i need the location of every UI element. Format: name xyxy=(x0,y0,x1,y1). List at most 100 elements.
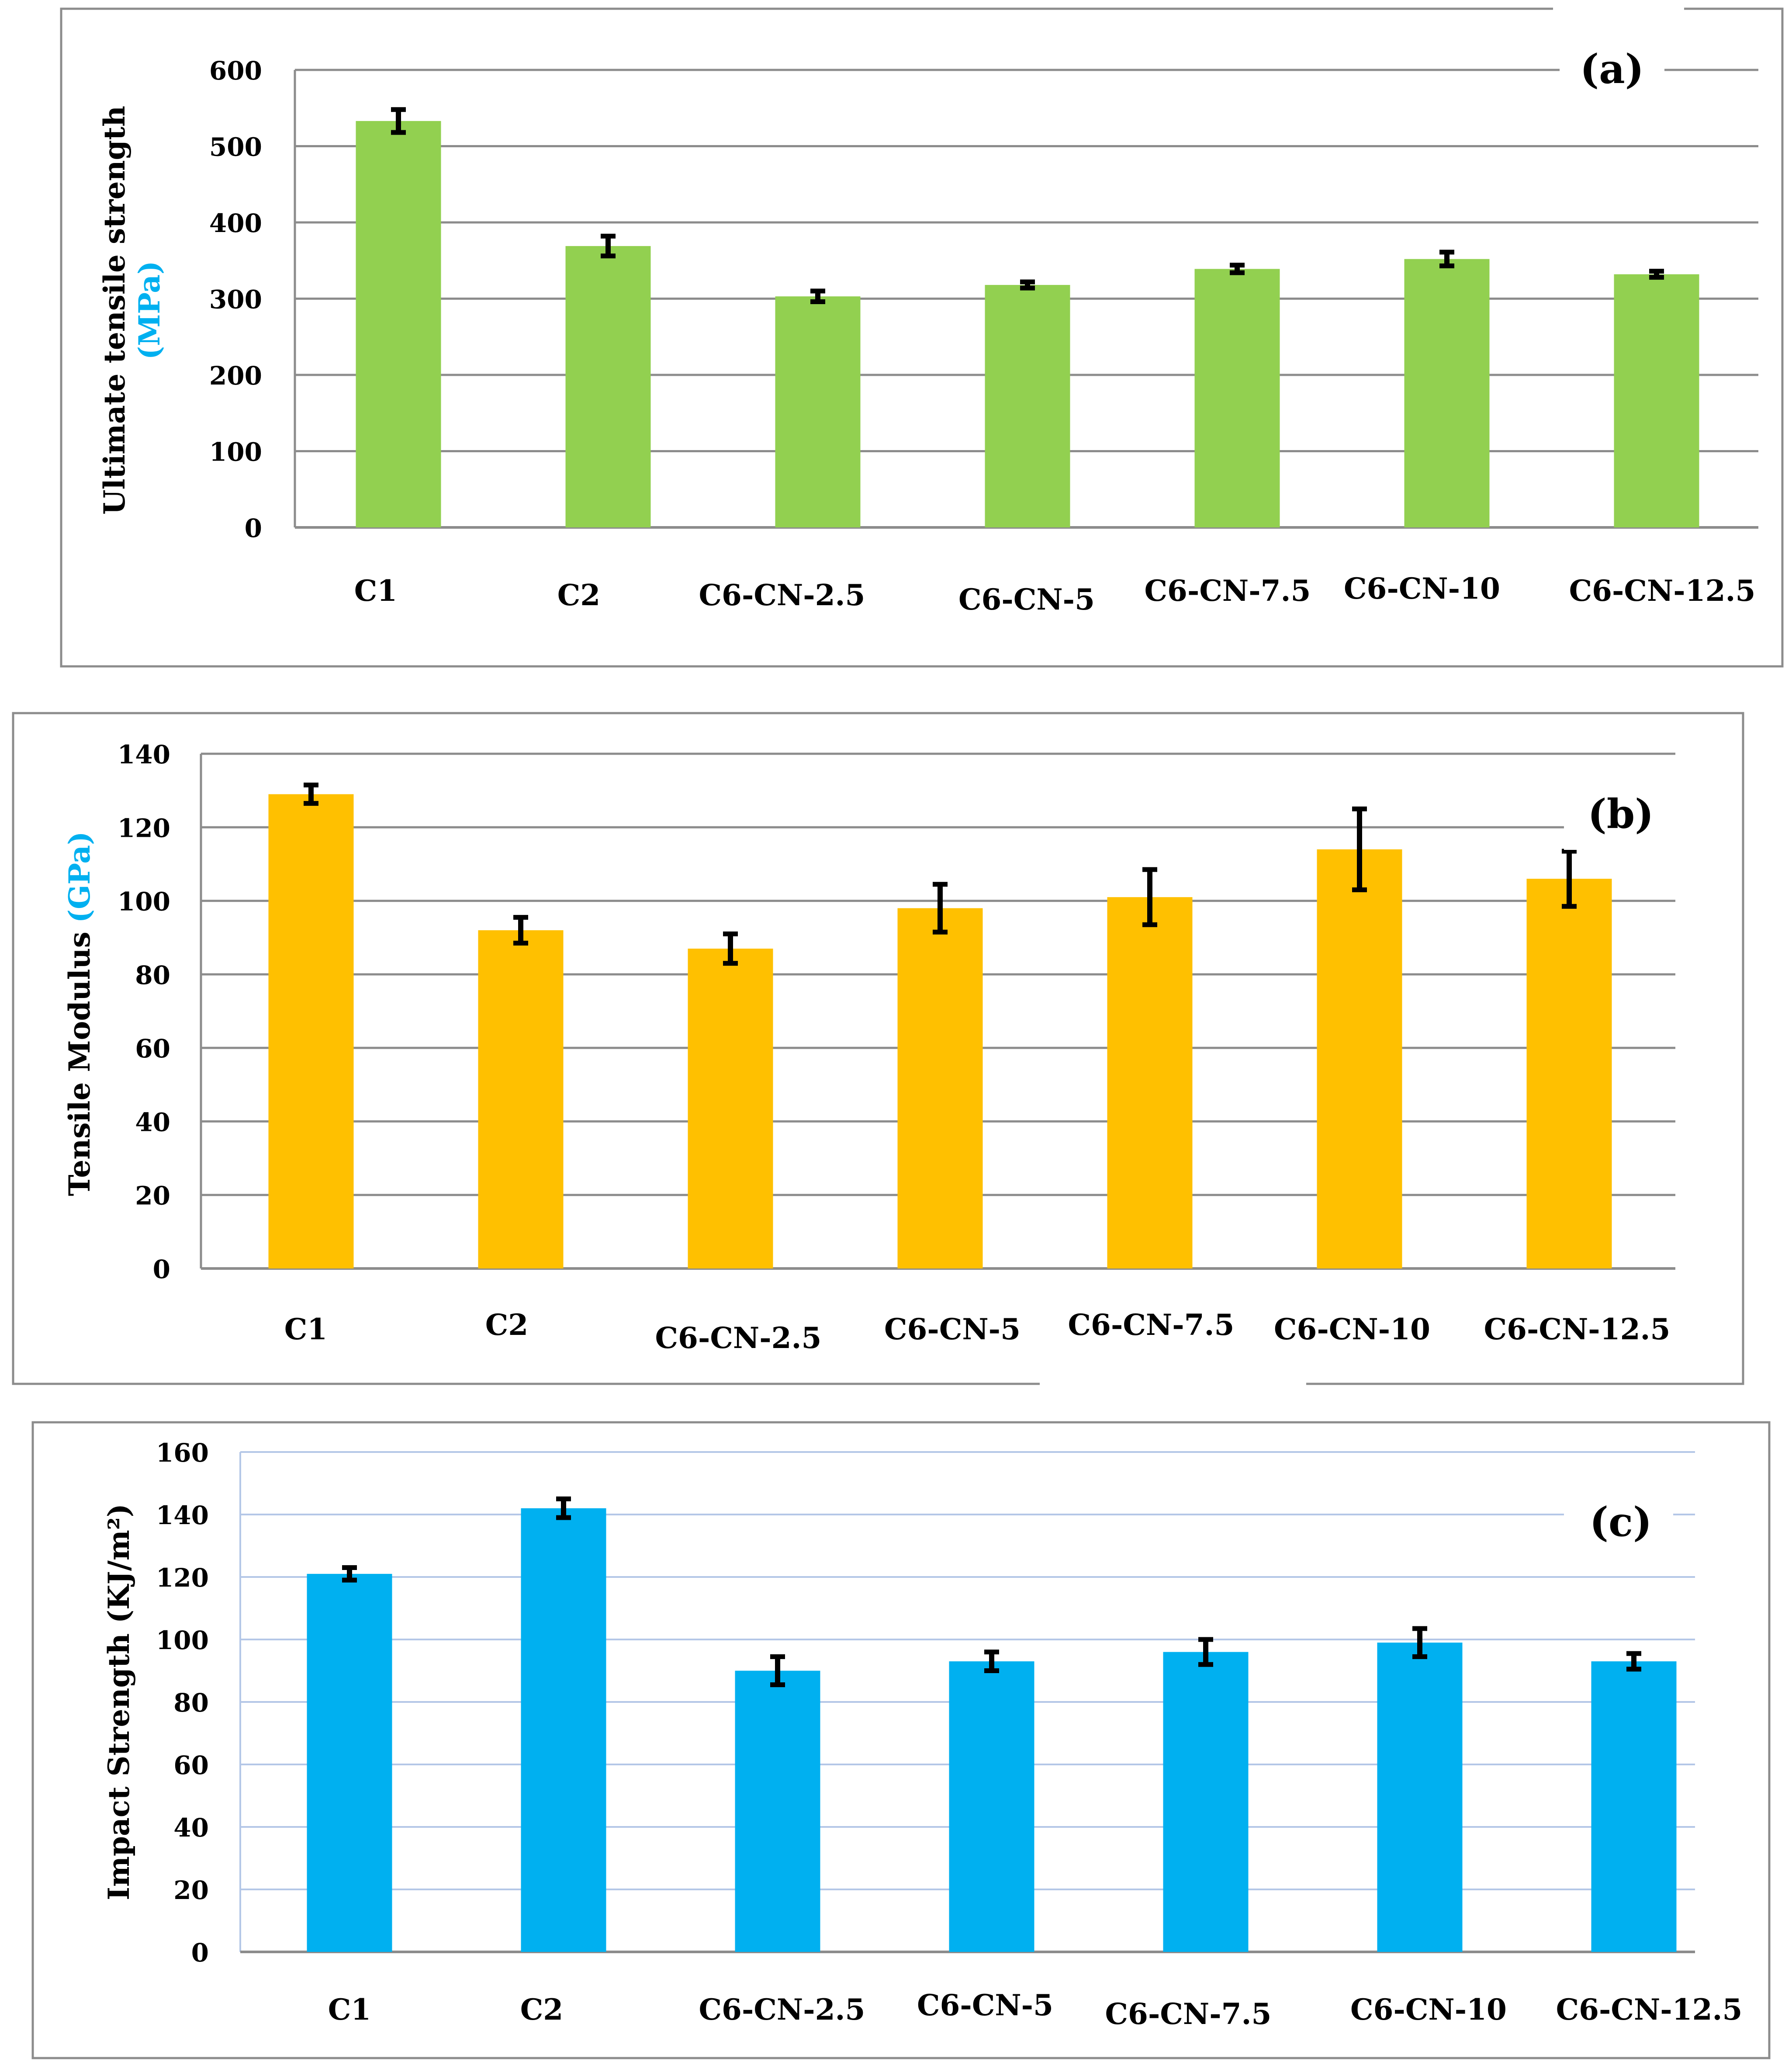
panel-c-category-label: C6-CN-12.5 xyxy=(1556,1993,1743,2027)
panel-c-category-label: C1 xyxy=(328,1993,371,2027)
panel-c-tag-backdrop xyxy=(1564,1486,1673,1564)
panel-b-category-label: C2 xyxy=(485,1308,528,1342)
panel-c-ytick-label: 140 xyxy=(156,1501,209,1530)
panel-b-tag: (b) xyxy=(1588,790,1654,838)
panel-b-ytick-label: 100 xyxy=(118,887,170,917)
panel-c-category-label: C6-CN-10 xyxy=(1350,1993,1507,2027)
panel-c-bar-C1 xyxy=(307,1573,392,1952)
panel-b-tag-backdrop xyxy=(1564,773,1675,850)
panel-b-errorbar-C6-CN-10 xyxy=(1352,806,1367,892)
panel-c-errorbar-C6-CN-10 xyxy=(1412,1626,1427,1659)
panel-b-category-label: C6-CN-5 xyxy=(884,1312,1021,1346)
panel-c-tag: (c) xyxy=(1589,1498,1652,1546)
panel-c-category-label: C6-CN-7.5 xyxy=(1105,1997,1272,2031)
panel-b-frame-gap xyxy=(1040,1376,1306,1392)
panel-a-bar-C6-CN-10 xyxy=(1404,259,1490,527)
panel-a-errorbar-C6-CN-10 xyxy=(1439,250,1454,268)
panel-b-bar-C6-CN-12.5 xyxy=(1526,879,1612,1268)
panel-a-ytick-label: 200 xyxy=(209,361,262,391)
panel-a-ytick-label: 500 xyxy=(209,132,262,162)
panel-a-errorbar-C6-CN-2.5 xyxy=(810,288,825,304)
panel-c-category-label: C2 xyxy=(520,1993,563,2027)
panel-b-ylabel-unit: (GPa) xyxy=(62,832,97,923)
panel-a-ytick-label: 600 xyxy=(209,56,262,86)
panel-b-ytick-label: 0 xyxy=(153,1255,170,1284)
panel-a-frame-gap xyxy=(1553,2,1684,15)
panel-b-errorbar-C1 xyxy=(304,783,318,806)
panel-a-category-label: C2 xyxy=(557,578,600,612)
panel-c-bar-C6-CN-2.5 xyxy=(735,1670,820,1952)
panel-a-bar-C2 xyxy=(565,246,651,527)
panel-a-category-label: C1 xyxy=(354,574,397,608)
panel-a-ylabel: Ultimate tensile strength(MPa) xyxy=(97,106,166,515)
panel-b-category-label: C6-CN-2.5 xyxy=(655,1321,822,1355)
panel-b-frame xyxy=(12,712,1744,1385)
panel-b-errorbar-C2 xyxy=(513,915,528,946)
panel-a-category-label: C6-CN-2.5 xyxy=(699,578,865,612)
panel-b-ytick-label: 40 xyxy=(135,1107,170,1137)
panel-c-bar-C6-CN-12.5 xyxy=(1591,1661,1677,1952)
panel-c-ytick-label: 80 xyxy=(173,1688,209,1718)
panel-b-bar-C6-CN-10 xyxy=(1317,849,1402,1268)
panel-a-errorbar-C2 xyxy=(601,233,616,259)
panel-a-ylabel-main: Ultimate tensile strength xyxy=(97,106,131,515)
panel-b-errorbar-C6-CN-7.5 xyxy=(1142,867,1157,927)
panel-a-tag-backdrop xyxy=(1560,35,1664,107)
panel-c-errorbar-C6-CN-2.5 xyxy=(770,1654,785,1688)
panel-c-errorbar-C2 xyxy=(556,1496,571,1520)
panel-a-bar-C6-CN-7.5 xyxy=(1194,269,1280,527)
panel-a-bar-C6-CN-2.5 xyxy=(775,296,861,527)
panel-a-ytick-label: 0 xyxy=(245,513,262,543)
panel-c-bar-C2 xyxy=(521,1508,606,1952)
panel-b-bar-C6-CN-5 xyxy=(897,908,983,1268)
panel-a-ytick-label: 300 xyxy=(209,285,262,315)
panel-b-bar-C6-CN-2.5 xyxy=(688,948,773,1268)
panel-a-ylabel-unit: (MPa) xyxy=(132,261,166,360)
panel-a-frame xyxy=(60,7,1784,668)
panel-b-ylabel: Tensile Modulus (GPa) xyxy=(62,832,97,1196)
panel-b-bar-C1 xyxy=(268,794,354,1268)
panel-c-ytick-label: 20 xyxy=(173,1875,209,1905)
panel-c-ytick-label: 60 xyxy=(173,1750,209,1780)
panel-b-category-label: C6-CN-7.5 xyxy=(1068,1308,1235,1342)
panel-c-category-label: C6-CN-2.5 xyxy=(699,1993,865,2027)
panel-b-ytick-label: 120 xyxy=(118,813,170,843)
panel-a-tensile-strength: 0 100 200 300 400 500 600 C1 C2 C6-CN-2.5 C6-CN-5… xyxy=(60,2,1784,668)
panel-a-bar-C6-CN-5 xyxy=(985,285,1070,527)
panel-c-ytick-label: 40 xyxy=(173,1813,209,1843)
panel-a-category-label: C6-CN-7.5 xyxy=(1145,574,1311,608)
panel-c-errorbar-C6-CN-12.5 xyxy=(1626,1651,1641,1672)
panel-a-errorbar-C6-CN-5 xyxy=(1020,279,1035,291)
panel-b-ytick-label: 20 xyxy=(135,1181,170,1211)
panel-a-category-label: C6-CN-12.5 xyxy=(1569,574,1756,608)
panel-b-tensile-modulus: 0 20 40 60 80 100 120 140 C1 C2 C6-CN-2.5 C6-CN-5 C… xyxy=(12,712,1744,1392)
panel-b-errorbar-C6-CN-12.5 xyxy=(1562,849,1577,909)
panel-c-ytick-label: 0 xyxy=(191,1938,209,1968)
panel-a-errorbar-C6-CN-12.5 xyxy=(1649,269,1664,280)
panel-c-errorbar-C6-CN-5 xyxy=(984,1650,999,1673)
panel-b-bar-C2 xyxy=(478,930,564,1268)
panel-b-ytick-label: 60 xyxy=(135,1034,170,1064)
panel-a-category-label: C6-CN-5 xyxy=(958,582,1095,617)
panel-b-category-label: C1 xyxy=(284,1312,327,1346)
panel-c-ytick-label: 160 xyxy=(156,1438,209,1468)
panel-b-ytick-label: 140 xyxy=(118,740,170,769)
panel-b-bar-C6-CN-7.5 xyxy=(1107,897,1193,1268)
panel-a-category-label: C6-CN-10 xyxy=(1344,572,1500,606)
panel-c-bar-C6-CN-5 xyxy=(949,1661,1034,1952)
panel-b-category-label: C6-CN-12.5 xyxy=(1484,1312,1671,1346)
panel-c-impact-strength: 0 20 40 60 80 100 120 140 160 C1 C2 C6-CN-2.5 C6-CN… xyxy=(31,1421,1771,2059)
panel-b-ytick-label: 80 xyxy=(135,960,170,990)
panel-c-ytick-label: 120 xyxy=(156,1563,209,1593)
panel-c-ylabel: Impact Strength (KJ/m²) xyxy=(102,1504,136,1900)
panel-c-ytick-label: 100 xyxy=(156,1625,209,1655)
panel-a-bar-C6-CN-12.5 xyxy=(1614,274,1699,527)
panel-a-tag: (a) xyxy=(1580,45,1644,93)
panel-a-bar-C1 xyxy=(356,121,441,527)
panel-c-errorbar-C6-CN-7.5 xyxy=(1198,1637,1213,1667)
panel-c-bar-C6-CN-10 xyxy=(1377,1643,1463,1952)
panel-b-errorbar-C6-CN-2.5 xyxy=(723,931,738,966)
panel-a-errorbar-C6-CN-7.5 xyxy=(1230,263,1245,275)
panel-c-frame xyxy=(31,1421,1771,2059)
